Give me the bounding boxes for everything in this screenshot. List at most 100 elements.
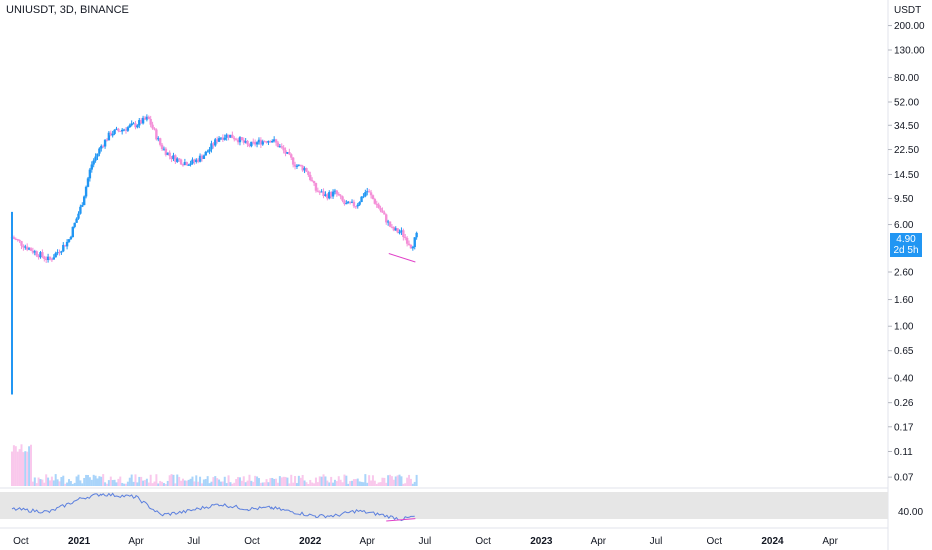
candle-body: [246, 140, 249, 145]
candle-body: [111, 133, 114, 136]
candle-body: [157, 138, 160, 140]
volume-bar: [313, 483, 316, 486]
volume-bar: [115, 482, 118, 486]
volume-bar: [254, 475, 257, 486]
currency-unit: USDT: [894, 5, 922, 16]
volume-bar: [162, 483, 165, 486]
volume-bar: [111, 480, 114, 486]
candle-body: [195, 159, 198, 162]
candle-body: [219, 137, 223, 139]
volume-bar: [161, 481, 164, 486]
volume-bar: [90, 479, 93, 486]
candle-body: [62, 244, 65, 252]
candle-body: [280, 146, 283, 148]
candle-body: [179, 159, 183, 165]
volume-bar: [157, 483, 160, 486]
candle-body: [390, 226, 394, 228]
volume-bar: [202, 479, 205, 486]
candle-body: [41, 252, 44, 257]
volume-bar: [71, 483, 74, 486]
candle-body: [352, 201, 356, 207]
symbol-title[interactable]: UNIUSDT, 3D, BINANCE: [6, 4, 129, 16]
time-axis-label: Oct: [706, 536, 722, 547]
candle-body: [164, 148, 168, 155]
candle-body: [250, 141, 253, 147]
volume-bar: [183, 480, 186, 486]
rsi-tick-label: 40.00: [898, 507, 923, 518]
volume-bar: [352, 479, 355, 486]
candle-body: [301, 165, 304, 171]
candle-body: [130, 123, 133, 126]
volume-bar: [33, 477, 36, 486]
candle-body: [39, 252, 42, 258]
candle-body: [320, 191, 323, 193]
volume-bar: [174, 483, 177, 486]
candle-body: [282, 147, 285, 151]
candle-body: [25, 246, 29, 250]
volume-bar: [389, 474, 392, 486]
volume-bar: [276, 482, 279, 486]
candle-body: [388, 221, 392, 227]
candle-body: [22, 245, 25, 248]
candle-body: [343, 200, 346, 205]
volume-bar: [121, 482, 124, 486]
volume-bar: [366, 482, 369, 486]
volume-bar: [140, 476, 143, 486]
volume-bar: [221, 481, 224, 486]
volume-bar: [311, 482, 314, 486]
candle-body: [364, 192, 367, 197]
candle-body: [90, 164, 93, 170]
candle-body: [404, 237, 407, 239]
candle-body: [297, 164, 301, 166]
candle-body: [324, 194, 327, 197]
candle-body: [366, 191, 369, 193]
volume-bar: [41, 479, 44, 486]
volume-bar: [341, 482, 344, 486]
volume-bar: [159, 480, 162, 486]
volume-bar: [398, 474, 401, 486]
volume-bar: [62, 475, 65, 486]
price-tick-label: 0.26: [894, 398, 914, 409]
volume-bar: [20, 444, 23, 486]
candle-body: [94, 156, 97, 161]
volume-bar: [151, 483, 154, 486]
candle-body: [358, 202, 361, 205]
candle-body: [341, 196, 344, 201]
volume-bar: [185, 480, 188, 486]
candle-body: [16, 239, 19, 241]
volume-bar: [400, 476, 403, 486]
volume-bar: [237, 477, 240, 486]
volume-bar: [240, 480, 243, 486]
volume-bar: [278, 476, 281, 486]
volume-bar: [48, 480, 51, 486]
candle-body: [269, 140, 272, 143]
volume-bar: [396, 475, 399, 486]
volume-bar: [387, 475, 390, 486]
volume-bar: [45, 474, 48, 486]
candle-body: [176, 158, 179, 162]
volume-bar: [181, 478, 184, 486]
volume-bar: [246, 480, 249, 486]
volume-bar: [263, 482, 266, 486]
candle-body: [371, 195, 375, 200]
volume-bar: [113, 479, 116, 486]
candle-body: [166, 152, 169, 155]
candle-body: [115, 128, 118, 130]
candle-body: [208, 149, 211, 152]
current-price-label: 4.90: [896, 234, 916, 245]
candle-body: [345, 203, 348, 205]
volume-bar: [98, 476, 101, 486]
price-tick-label: 80.00: [894, 73, 919, 84]
candle-body: [259, 139, 263, 145]
volume-bar: [324, 476, 327, 486]
volume-bar: [362, 482, 365, 486]
candle-body: [29, 248, 33, 251]
volume-bar: [413, 481, 416, 486]
candle-body: [333, 190, 337, 192]
candle-body: [27, 248, 31, 250]
volume-bar: [354, 479, 357, 486]
volume-bar: [28, 446, 31, 486]
candle-body: [122, 129, 126, 131]
price-tick-label: 0.17: [894, 422, 914, 433]
